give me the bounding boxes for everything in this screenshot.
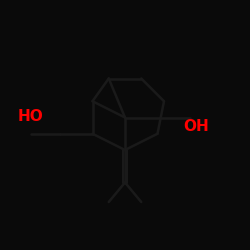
Text: OH: OH (184, 119, 210, 134)
Text: HO: HO (18, 109, 44, 124)
